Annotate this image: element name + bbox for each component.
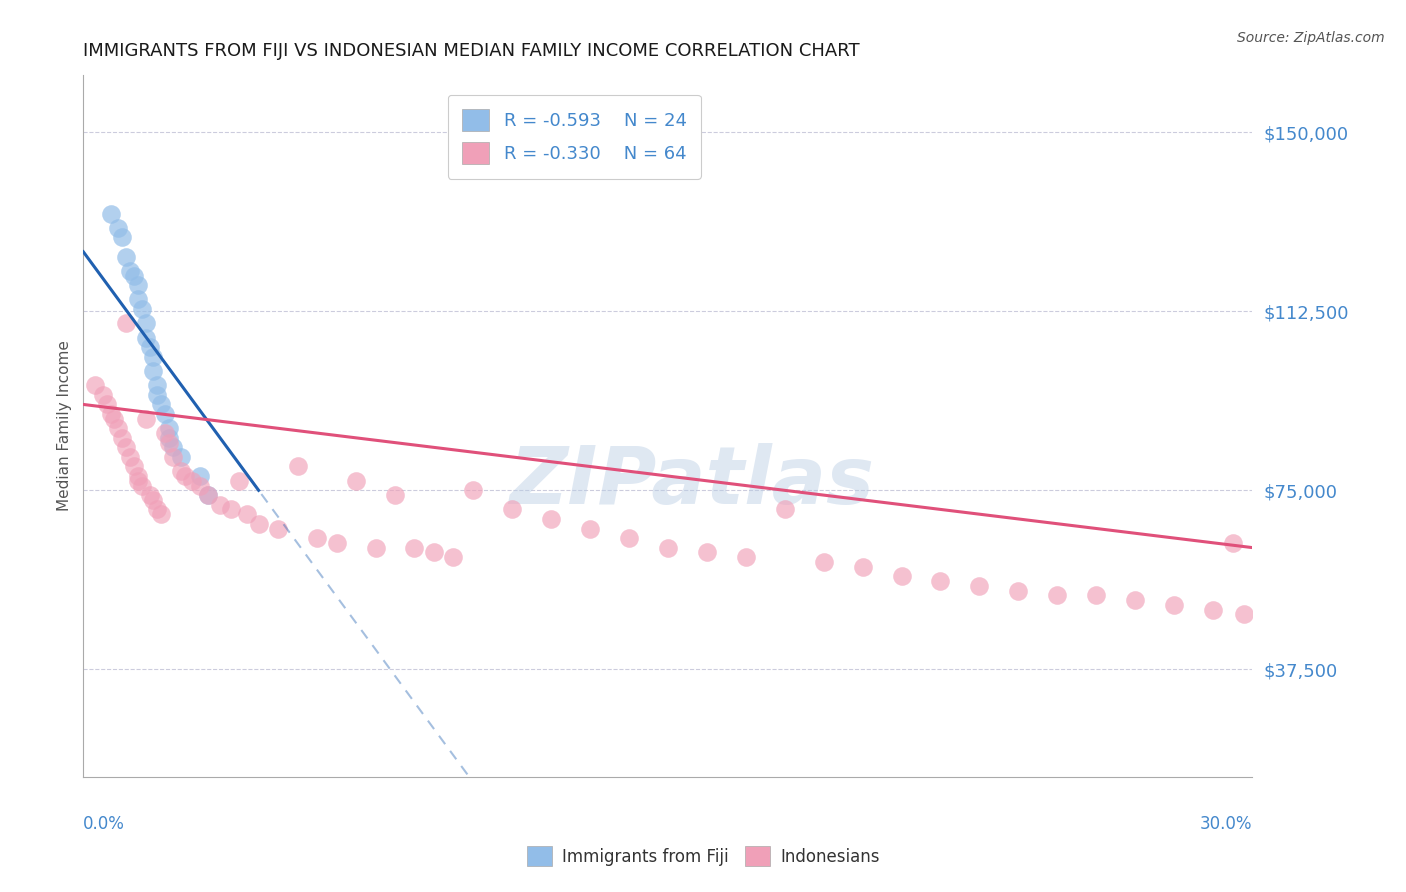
Text: 0.0%: 0.0% [83,815,125,833]
Point [969,579,991,593]
Point [197,488,219,502]
Point [1007,583,1029,598]
Point [461,483,484,498]
Point [127,469,149,483]
Point [1222,536,1244,550]
Point [135,331,157,345]
Point [138,340,160,354]
Point [197,488,219,502]
Point [307,531,329,545]
Point [344,474,367,488]
Point [138,488,160,502]
Point [813,555,835,569]
Point [122,459,145,474]
Point [890,569,912,583]
Point [153,407,176,421]
Point [118,264,141,278]
Point [162,450,184,464]
Point [384,488,406,502]
Point [188,469,211,483]
Point [267,521,290,535]
Text: IMMIGRANTS FROM FIJI VS INDONESIAN MEDIAN FAMILY INCOME CORRELATION CHART: IMMIGRANTS FROM FIJI VS INDONESIAN MEDIA… [83,42,860,60]
Point [100,206,122,220]
Point [1233,607,1256,622]
Point [173,469,195,483]
Point [115,250,138,264]
Point [150,397,173,411]
Point [127,474,149,488]
Point [118,450,141,464]
Point [115,316,138,330]
Point [1123,593,1146,607]
Point [157,421,180,435]
Point [157,435,180,450]
Point [696,545,718,559]
Point [111,431,134,445]
Point [1085,588,1108,602]
Point [131,301,153,316]
Point [107,421,129,435]
Point [103,411,125,425]
Point [107,220,129,235]
Point [150,507,173,521]
Point [135,411,157,425]
Point [131,478,153,492]
Point [127,293,149,307]
Point [657,541,679,555]
Point [146,388,169,402]
Point [122,268,145,283]
Point [540,512,562,526]
Legend: Immigrants from Fiji, Indonesians: Immigrants from Fiji, Indonesians [520,839,886,873]
Point [734,550,756,565]
Point [84,378,107,392]
Point [443,550,465,565]
Point [1202,602,1225,616]
Point [1163,598,1185,612]
Point [127,278,149,293]
Point [142,492,165,507]
Point [170,450,193,464]
Point [157,431,180,445]
Text: Source: ZipAtlas.com: Source: ZipAtlas.com [1237,31,1385,45]
Point [617,531,640,545]
Point [929,574,952,588]
Point [96,397,118,411]
Y-axis label: Median Family Income: Median Family Income [58,341,72,511]
Point [228,474,250,488]
Point [287,459,309,474]
Text: ZIPatlas: ZIPatlas [509,443,873,521]
Point [170,464,193,478]
Point [142,350,165,364]
Point [153,426,176,441]
Point [181,474,204,488]
Point [146,378,169,392]
Point [1046,588,1069,602]
Point [188,478,211,492]
Point [208,498,231,512]
Point [135,316,157,330]
Point [100,407,122,421]
Point [115,441,138,455]
Point [579,521,602,535]
Point [162,441,184,455]
Point [142,364,165,378]
Point [404,541,426,555]
Point [851,559,873,574]
Point [501,502,523,516]
Point [325,536,347,550]
Point [773,502,796,516]
Legend: R = -0.593    N = 24, R = -0.330    N = 64: R = -0.593 N = 24, R = -0.330 N = 64 [447,95,702,178]
Point [364,541,387,555]
Point [111,230,134,244]
Point [236,507,259,521]
Point [91,388,114,402]
Point [146,502,169,516]
Point [247,516,270,531]
Point [423,545,446,559]
Text: 30.0%: 30.0% [1199,815,1253,833]
Point [221,502,243,516]
